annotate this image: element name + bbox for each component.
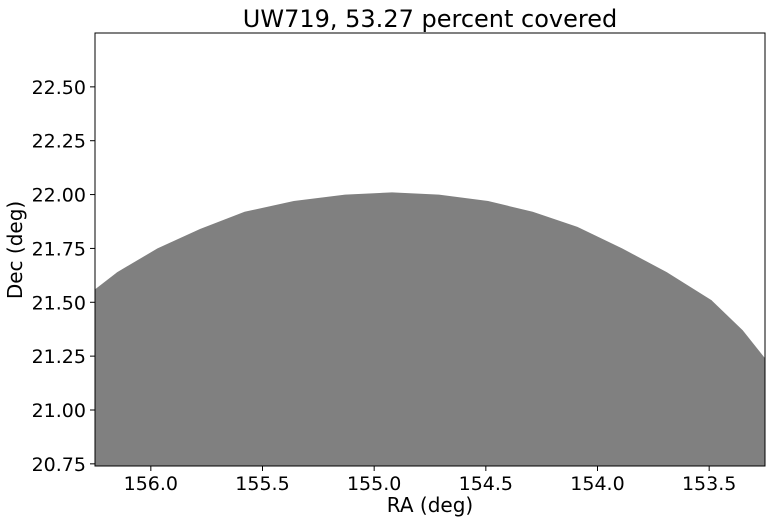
x-tick-label: 155.5	[235, 473, 289, 495]
y-tick-label: 22.25	[32, 131, 86, 153]
x-tick-label: 153.5	[682, 473, 736, 495]
y-axis-label: Dec (deg)	[3, 201, 27, 299]
coverage-area-0	[95, 192, 765, 466]
chart-title: UW719, 53.27 percent covered	[243, 5, 617, 33]
x-tick-label: 154.0	[570, 473, 624, 495]
x-tick-label: 154.5	[459, 473, 513, 495]
y-tick-label: 22.50	[32, 77, 86, 99]
x-tick-label: 156.0	[124, 473, 178, 495]
y-tick-label: 22.00	[32, 185, 86, 207]
y-tick-label: 21.75	[32, 238, 86, 260]
y-tick-label: 21.25	[32, 346, 86, 368]
x-tick-label: 155.0	[347, 473, 401, 495]
plot-area	[95, 192, 765, 466]
x-axis-ticks: 156.0 155.5 155.0 154.5 154.0 153.5	[124, 466, 736, 495]
y-axis-ticks: 20.75 21.00 21.25 21.50 21.75 22.00 22.25 22.50	[32, 77, 95, 476]
x-axis-label: RA (deg)	[387, 493, 473, 517]
y-tick-label: 20.75	[32, 454, 86, 476]
y-tick-label: 21.50	[32, 292, 86, 314]
y-tick-label: 21.00	[32, 400, 86, 422]
plot-frame	[94, 32, 766, 467]
